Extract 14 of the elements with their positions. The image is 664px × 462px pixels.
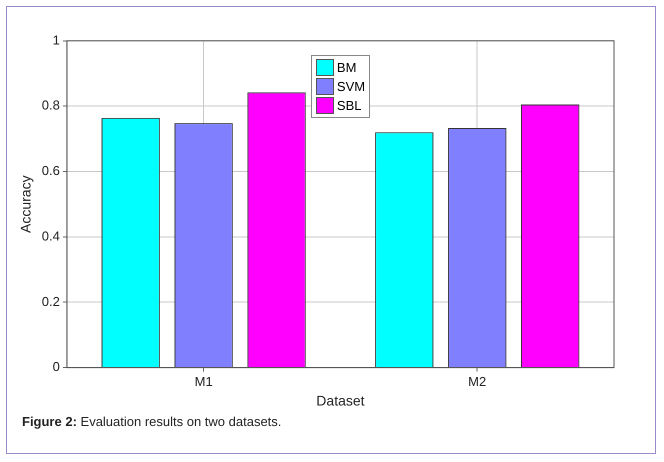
y-tick-label: 0 [52, 359, 60, 374]
x-axis-title: Dataset [316, 392, 365, 408]
y-tick-label: 1 [52, 32, 60, 48]
x-tick-label: M1 [194, 374, 213, 389]
x-tick-label: M2 [468, 374, 486, 389]
caption: Figure 2: Evaluation results on two datasets. [22, 414, 282, 429]
y-tick-label: 0.4 [42, 228, 60, 244]
legend-label: BM [336, 60, 356, 75]
legend-label: SBL [336, 98, 362, 113]
y-axis-title: Accuracy [17, 175, 34, 233]
legend-label: SVM [336, 78, 366, 94]
y-tick-label: 0.8 [42, 98, 60, 113]
y-tick-label: 0.6 [42, 163, 60, 178]
y-tick-label: 0.2 [42, 294, 60, 309]
